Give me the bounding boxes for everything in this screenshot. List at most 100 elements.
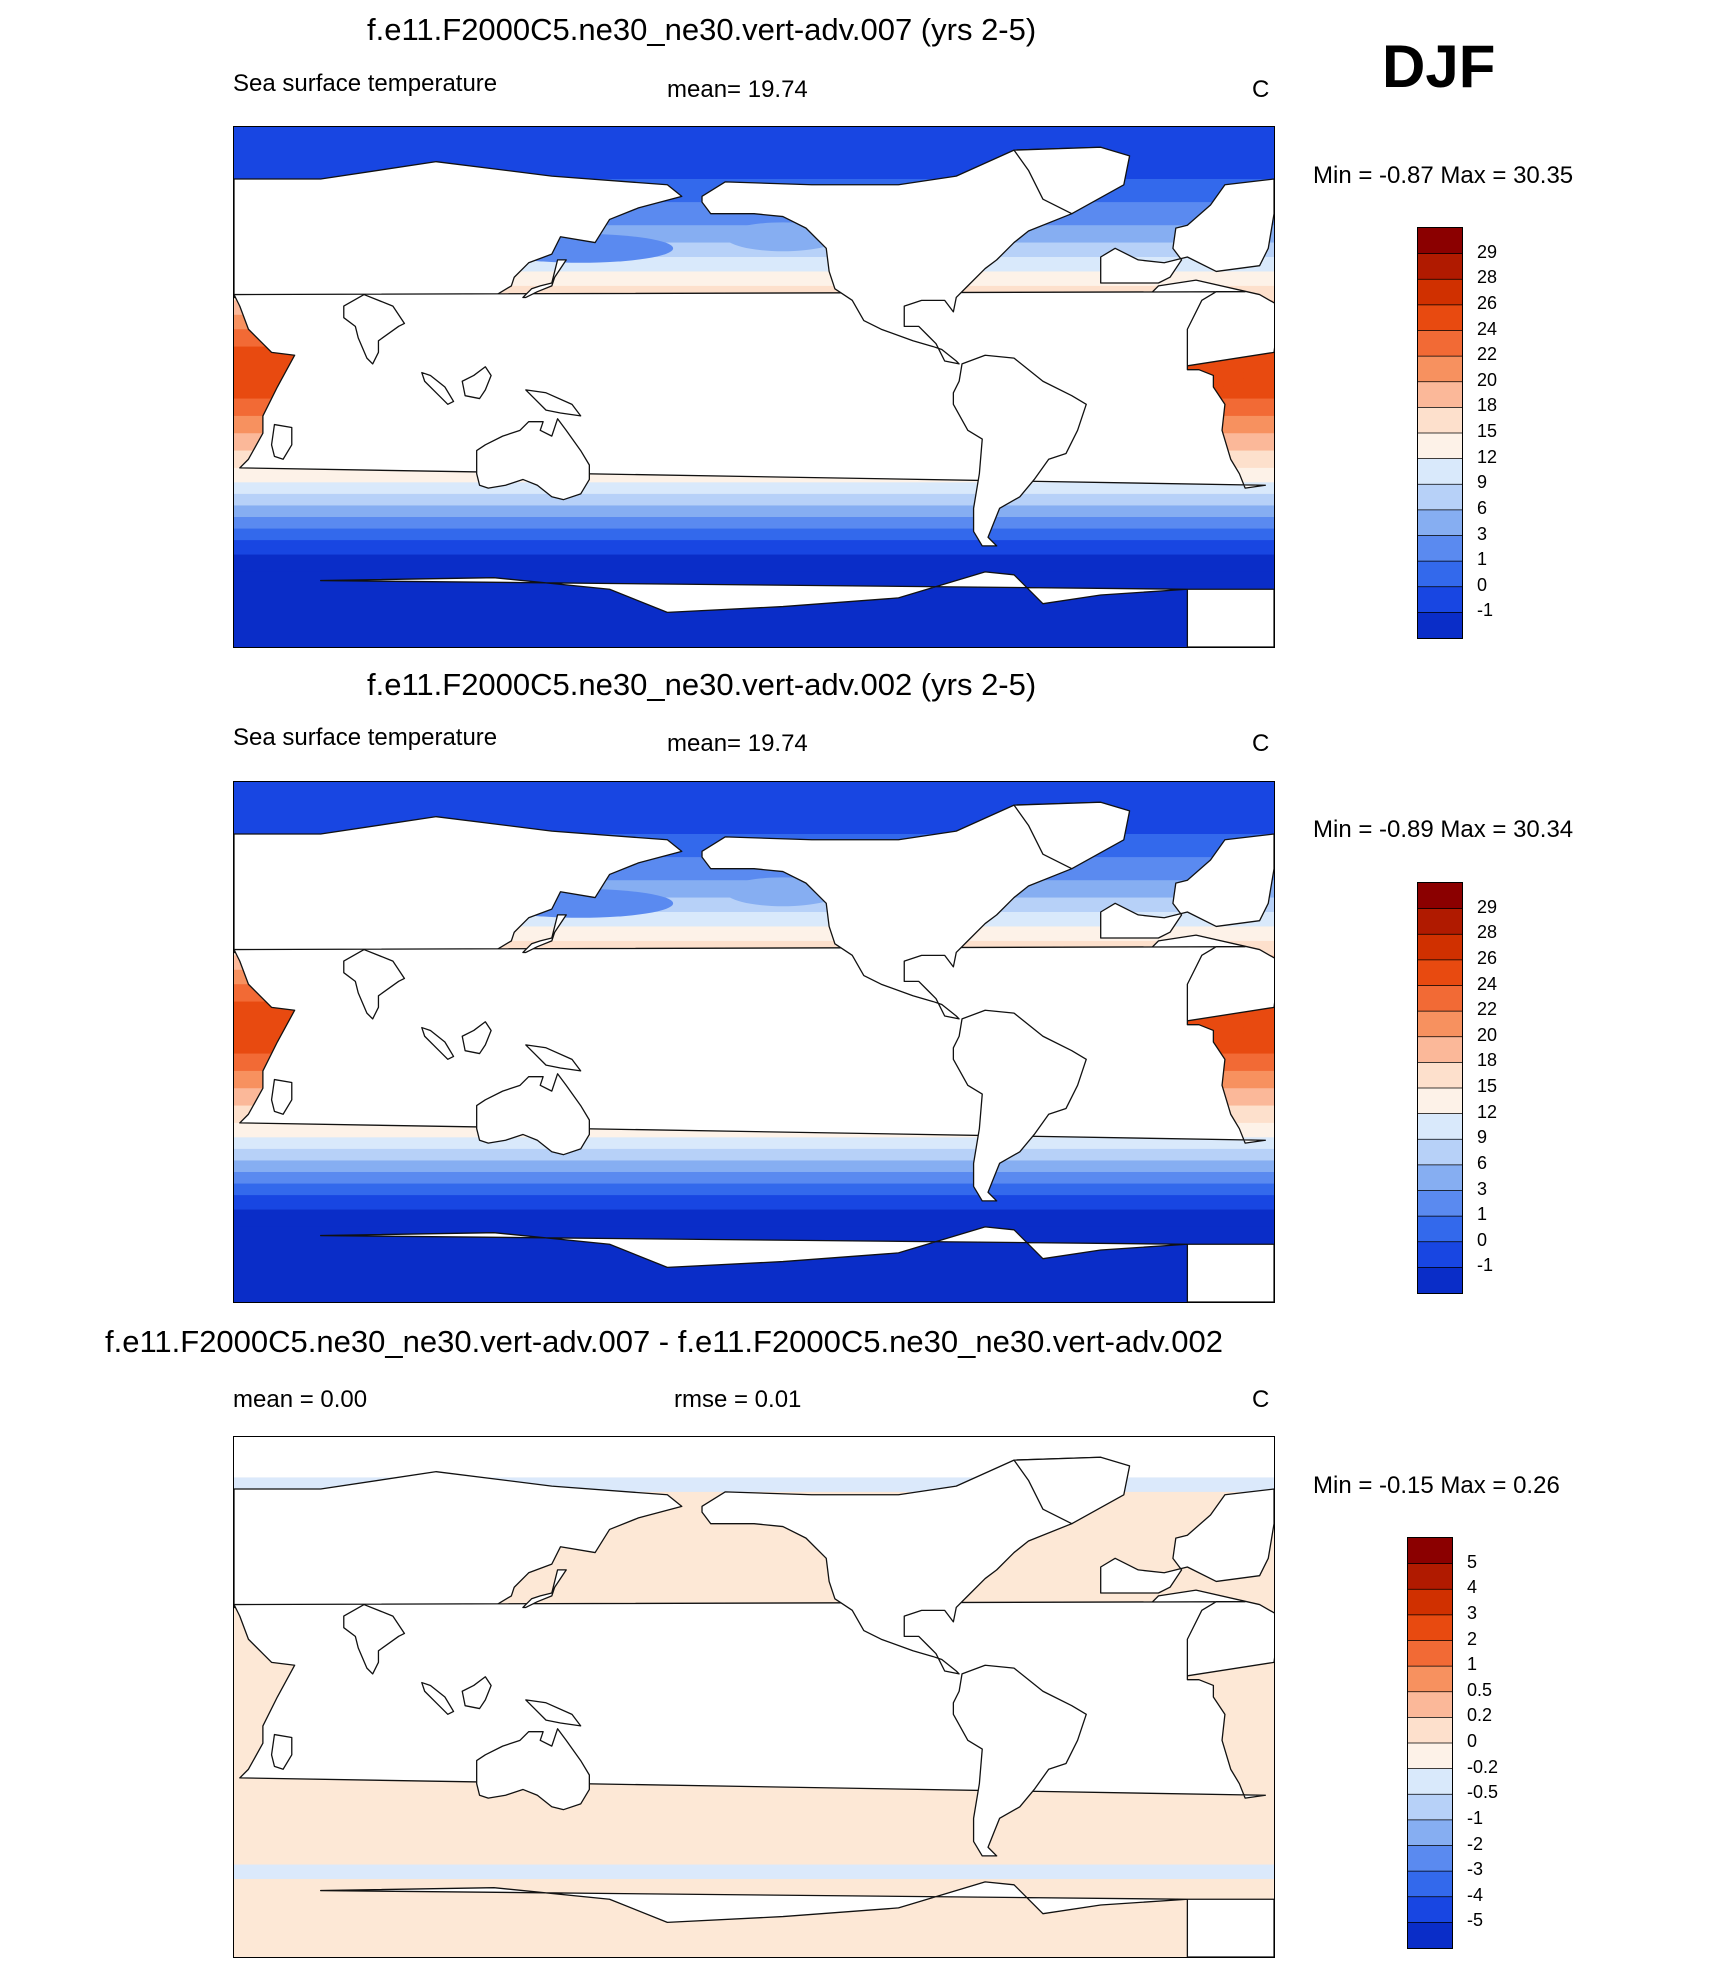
colorbar-tick-label: 3 — [1467, 1602, 1478, 1623]
colorbar-tick-label: 1 — [1477, 549, 1488, 570]
colorbar-box — [1418, 1139, 1462, 1166]
south-america-landmass — [952, 1664, 1087, 1857]
colorbar-tick-label: -1 — [1477, 600, 1494, 621]
colorbar-box — [1418, 433, 1462, 460]
india-landmass — [343, 1603, 406, 1675]
colorbar-tick-label: 26 — [1477, 292, 1498, 313]
colorbar-box — [1418, 330, 1462, 357]
panel-2-map-svg — [234, 782, 1274, 1302]
sst-band — [234, 517, 1274, 530]
sst-band — [234, 1183, 1274, 1196]
map-layer — [234, 127, 1274, 647]
colorbar-box — [1418, 304, 1462, 332]
colorbar-tick-label: 12 — [1477, 446, 1498, 467]
sst-band — [234, 1160, 1274, 1173]
colorbar-box — [1418, 253, 1462, 280]
colorbar-box — [1418, 1164, 1462, 1192]
colorbar-tick-label: -1 — [1467, 1807, 1484, 1828]
colorbar-tick-label: 29 — [1477, 241, 1498, 262]
colorbar-box — [1418, 509, 1462, 537]
colorbar-tick-label: 0.5 — [1467, 1679, 1493, 1700]
india-landmass — [343, 293, 406, 365]
sst-band — [234, 493, 1274, 507]
colorbar-box — [1418, 407, 1462, 434]
sst-band — [234, 1195, 1274, 1211]
colorbar-tick-label: -0.5 — [1467, 1782, 1499, 1803]
madagascar-landmass — [270, 423, 293, 460]
colorbar-box — [1408, 1717, 1452, 1744]
panel-1-map-svg — [234, 127, 1274, 647]
colorbar-tick-label: 15 — [1477, 1076, 1498, 1096]
colorbar-tick-label: 22 — [1477, 344, 1498, 365]
colorbar-tick-label: 2 — [1467, 1628, 1478, 1649]
panel-1-colorbar-svg — [1418, 228, 1462, 638]
panel-1-title: f.e11.F2000C5.ne30_ne30.vert-adv.007 (yr… — [367, 12, 1037, 47]
borneo-landmass — [461, 1021, 492, 1055]
sst-band — [234, 1209, 1274, 1228]
sst-band — [234, 540, 1274, 556]
panel-3-rmse-label: rmse = 0.01 — [674, 1386, 802, 1413]
colorbar-box — [1418, 356, 1462, 383]
colorbar-box — [1418, 1113, 1462, 1140]
colorbar-tick-label: 0 — [1467, 1731, 1478, 1751]
colorbar-tick-label: 12 — [1477, 1101, 1498, 1122]
colorbar-box — [1418, 1241, 1462, 1268]
panel-3-mean-label: mean = 0.00 — [233, 1386, 368, 1413]
colorbar-tick-label: 22 — [1477, 999, 1498, 1020]
colorbar-box — [1418, 883, 1462, 910]
colorbar-box — [1418, 561, 1462, 588]
colorbar-box — [1418, 612, 1462, 638]
panel-2-colorbar-svg — [1418, 883, 1462, 1293]
japan-landmass — [522, 914, 567, 954]
panel-1-variable-label: Sea surface temperature — [233, 70, 498, 97]
colorbar-box — [1418, 985, 1462, 1012]
panel-2-variable-label: Sea surface temperature — [233, 724, 498, 751]
colorbar-tick-label: 20 — [1477, 369, 1498, 390]
colorbar-box — [1408, 1691, 1452, 1718]
map-layer — [234, 782, 1274, 1302]
panel-2-colorbar — [1417, 882, 1463, 1294]
sumatra-landmass — [421, 371, 455, 405]
colorbar-box — [1408, 1743, 1452, 1770]
sst-band — [234, 554, 1274, 573]
colorbar-box — [1408, 1794, 1452, 1821]
colorbar-box — [1418, 228, 1462, 255]
colorbar-tick-label: 28 — [1477, 267, 1498, 288]
australia-landmass — [476, 418, 590, 501]
colorbar-box — [1418, 458, 1462, 485]
sst-band — [234, 1148, 1274, 1162]
sst-band — [234, 1137, 1274, 1150]
colorbar-box — [1408, 1614, 1452, 1642]
panel-1-mean-label: mean= 19.74 — [667, 76, 808, 103]
japan-landmass — [522, 1569, 567, 1609]
colorbar-box — [1408, 1845, 1452, 1872]
madagascar-landmass — [270, 1733, 293, 1770]
colorbar-box — [1418, 1062, 1462, 1089]
colorbar-box — [1408, 1640, 1452, 1667]
panel-1-colorbar — [1417, 227, 1463, 639]
colorbar-tick-label: 6 — [1477, 1152, 1488, 1173]
colorbar-tick-label: -5 — [1467, 1910, 1484, 1931]
colorbar-tick-label: 29 — [1477, 896, 1498, 917]
colorbar-tick-label: -4 — [1467, 1884, 1484, 1905]
greenland-landmass — [1013, 146, 1131, 215]
colorbar-tick-label: 18 — [1477, 1050, 1498, 1071]
antarctica-landmass — [320, 1881, 1274, 1957]
colorbar-tick-label: -2 — [1467, 1833, 1484, 1854]
colorbar-tick-label: 5 — [1467, 1551, 1478, 1572]
panel-2-units-label: C — [1252, 730, 1270, 757]
panel-2-map — [233, 781, 1275, 1303]
japan-landmass — [522, 259, 567, 299]
panel-2-title: f.e11.F2000C5.ne30_ne30.vert-adv.002 (yr… — [367, 667, 1037, 702]
colorbar-box — [1418, 381, 1462, 408]
panel-3-minmax: Min = -0.15 Max = 0.26 — [1313, 1472, 1560, 1499]
panel-1-minmax: Min = -0.87 Max = 30.35 — [1313, 162, 1574, 189]
colorbar-tick-label: 0 — [1477, 1229, 1488, 1250]
colorbar-tick-label: 24 — [1477, 973, 1498, 994]
colorbar-box — [1408, 1922, 1452, 1948]
colorbar-tick-label: 26 — [1477, 947, 1498, 968]
new-guinea-landmass — [525, 389, 582, 417]
panel-3-colorbar — [1407, 1537, 1453, 1949]
panel-3-title: f.e11.F2000C5.ne30_ne30.vert-adv.007 - f… — [105, 1324, 1223, 1359]
colorbar-tick-label: 20 — [1477, 1024, 1498, 1045]
